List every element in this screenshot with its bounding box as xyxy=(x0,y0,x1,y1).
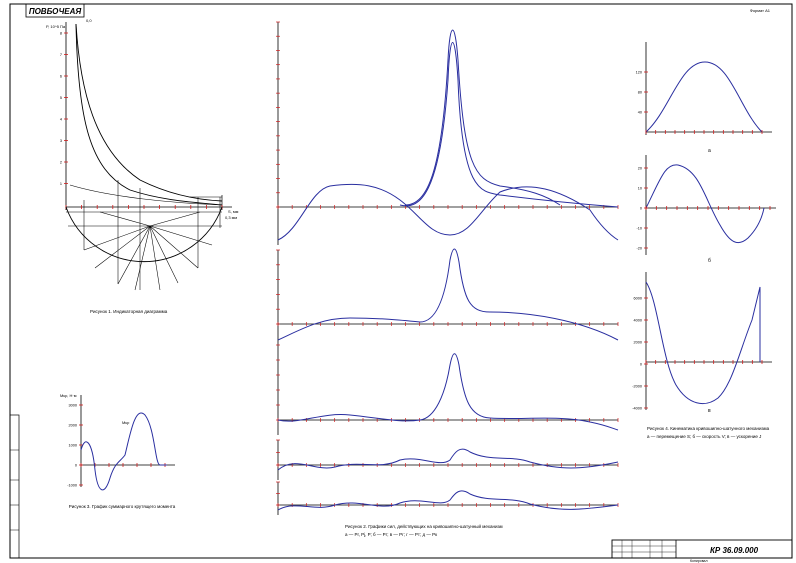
fig1-x-label: S, мм xyxy=(228,209,239,214)
y-tick-label: 40 xyxy=(638,111,642,115)
y-tick-label: 120 xyxy=(636,71,642,75)
fig4-kinematics: 120 80 40 а 20 10 0 -10 -20 б 6000 4000 2000 0 -20… xyxy=(632,42,776,439)
y-tick-label: 10 xyxy=(638,187,642,191)
top-stamp: ПОВБОЧЕАЯ xyxy=(25,3,85,18)
y-tick-label: 1 xyxy=(60,182,62,186)
fig2-force-curve xyxy=(277,448,619,471)
format-label: Формат А1 xyxy=(750,8,771,13)
y-tick-label: 2000 xyxy=(634,341,642,345)
y-tick-label: 0 xyxy=(640,207,642,211)
fig4b-sub: б xyxy=(708,258,711,264)
fig1-indicator-diagram: P, 10^5 Па S, мм 0,0 0,3 мм 8 7 6 5 4 3 2 1 Рис… xyxy=(46,18,239,314)
fig2-force-curve xyxy=(277,183,619,241)
y-tick-label: 7 xyxy=(60,53,62,57)
y-tick-label: 5 xyxy=(60,96,62,100)
y-tick-label: -20 xyxy=(637,247,643,251)
y-tick-label: 4 xyxy=(60,118,62,122)
fig3-curve-label: Мкр xyxy=(122,420,130,425)
y-tick-label: 0 xyxy=(640,363,642,367)
fig2-force-curve xyxy=(277,353,619,431)
y-tick-label: 6000 xyxy=(634,297,642,301)
fig1-inlet-line xyxy=(69,184,223,206)
y-tick-label: -10 xyxy=(637,227,643,231)
y-tick-label: 3000 xyxy=(69,404,77,408)
y-tick-label: 2000 xyxy=(69,424,77,428)
y-tick-label: 4000 xyxy=(634,319,642,323)
fig4c-sub: в xyxy=(708,408,711,414)
y-tick-label: 6 xyxy=(60,75,62,79)
fig1-expansion-curve xyxy=(75,23,223,206)
fig2-force-curve xyxy=(277,490,619,511)
y-tick-label: 80 xyxy=(638,91,642,95)
title-block: КР 36.09.000 Копировал xyxy=(611,539,793,563)
fig1-x-ticks xyxy=(65,205,223,209)
fig3-caption: Рисунок 3. График суммарного крутящего м… xyxy=(69,504,176,509)
fig2-caption: Рисунок 2. Графики сил, действующих на к… xyxy=(345,523,503,529)
fig2-force-curve xyxy=(399,42,619,208)
fig2-force-graphs: Рисунок 2. Графики сил, действующих на к… xyxy=(276,21,619,537)
y-tick-label: -4000 xyxy=(632,407,642,411)
binding-strip xyxy=(9,414,20,559)
fig4a-sub: а xyxy=(708,148,711,154)
fig4a-displacement-curve xyxy=(645,61,763,133)
top-stamp-text: ПОВБОЧЕАЯ xyxy=(29,7,82,16)
fig1-y-label: P, 10^5 Па xyxy=(46,24,66,29)
fig3-torque-curve xyxy=(80,412,167,491)
fig4c-acceleration-curve xyxy=(645,281,761,405)
sheet-border xyxy=(9,3,793,559)
y-tick-label: 20 xyxy=(638,167,642,171)
fig4-caption: Рисунок 4. Кинематика кривошипно-шатунно… xyxy=(647,426,770,431)
title-block-code: КР 36.09.000 xyxy=(710,546,759,555)
y-tick-label: -1000 xyxy=(67,484,77,488)
fig4b-velocity-curve xyxy=(645,164,765,244)
fig1-y-ticks: 8 7 6 5 4 3 2 1 xyxy=(60,32,68,186)
y-tick-label: 1000 xyxy=(69,444,77,448)
fig3-torque-graph: Мкр, Н·м Мкр 3000 2000 1000 0 -1000 Рисунок … xyxy=(60,393,176,509)
fig2-force-curve xyxy=(277,248,619,341)
fig1-brix-circle xyxy=(65,206,223,262)
fig1-point-top: 0,0 xyxy=(86,18,92,23)
fig3-y-label: Мкр, Н·м xyxy=(60,393,77,398)
fig2-force-curve xyxy=(404,29,561,206)
fig1-caption: Рисунок 1. Индикаторная диаграмма xyxy=(90,309,168,314)
y-tick-label: -2000 xyxy=(632,385,642,389)
y-tick-label: 2 xyxy=(60,161,62,165)
copied-label: Копировал xyxy=(690,559,708,563)
fig1-brix-rays xyxy=(68,180,222,291)
fig1-compression-curve xyxy=(75,23,223,202)
fig2-caption2: а — Рг, Рj, Р; б — Рг; в — Рг; г — Рт; д… xyxy=(345,532,437,537)
y-tick-label: 0 xyxy=(75,464,77,468)
fig1-corner-label: 0,3 мм xyxy=(225,215,237,220)
y-tick-label: 3 xyxy=(60,139,62,143)
y-tick-label: 8 xyxy=(60,32,62,36)
fig4-caption2: а — перемещение S; б — скорость V; в — у… xyxy=(647,434,761,439)
